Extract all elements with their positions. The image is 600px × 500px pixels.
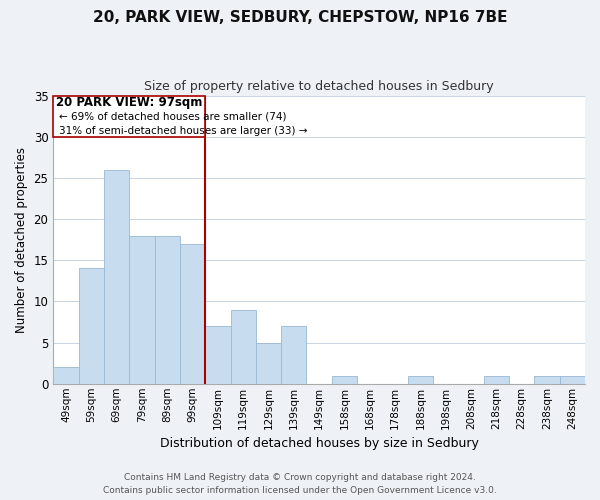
Bar [484,376,509,384]
X-axis label: Distribution of detached houses by size in Sedbury: Distribution of detached houses by size … [160,437,479,450]
Bar [205,326,230,384]
FancyBboxPatch shape [53,96,205,136]
Bar [129,236,155,384]
Bar [332,376,357,384]
Bar [155,236,180,384]
Bar [180,244,205,384]
Text: 20, PARK VIEW, SEDBURY, CHEPSTOW, NP16 7BE: 20, PARK VIEW, SEDBURY, CHEPSTOW, NP16 7… [93,10,507,25]
Bar [256,342,281,384]
Bar [560,376,585,384]
Bar [535,376,560,384]
Text: 20 PARK VIEW: 97sqm: 20 PARK VIEW: 97sqm [56,96,202,110]
Title: Size of property relative to detached houses in Sedbury: Size of property relative to detached ho… [145,80,494,93]
Bar [53,368,79,384]
Bar [230,310,256,384]
Text: ← 69% of detached houses are smaller (74): ← 69% of detached houses are smaller (74… [59,112,286,122]
Bar [408,376,433,384]
Y-axis label: Number of detached properties: Number of detached properties [15,146,28,332]
Bar [104,170,129,384]
Bar [281,326,307,384]
Bar [79,268,104,384]
Text: 31% of semi-detached houses are larger (33) →: 31% of semi-detached houses are larger (… [59,126,307,136]
Text: Contains HM Land Registry data © Crown copyright and database right 2024.
Contai: Contains HM Land Registry data © Crown c… [103,473,497,495]
